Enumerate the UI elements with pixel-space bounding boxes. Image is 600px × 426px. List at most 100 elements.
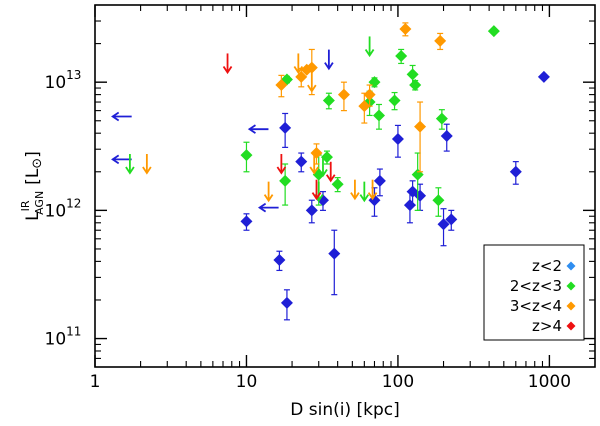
data-point	[437, 218, 450, 231]
left-limit-head	[257, 202, 267, 213]
upper-limit-head	[367, 192, 378, 201]
data-point	[414, 189, 427, 202]
data-point	[395, 50, 408, 63]
data-point	[322, 94, 335, 107]
left-limit-arrow	[111, 111, 132, 122]
upper-limit-arrow	[263, 181, 274, 203]
y-label-sup: IR	[19, 200, 32, 211]
upper-limit-head	[324, 62, 334, 71]
data-point	[240, 149, 253, 162]
data-point	[279, 174, 292, 187]
upper-limit-arrow	[222, 53, 233, 75]
upper-limit-arrow	[307, 72, 317, 93]
data-point	[337, 88, 350, 101]
series-z>4	[222, 53, 336, 201]
legend-marker	[566, 321, 576, 331]
data-point	[509, 165, 522, 178]
data-point	[391, 133, 404, 146]
x-ticks: 1 10 100 1000	[90, 5, 571, 392]
y-label-unit: [L	[23, 168, 43, 185]
y-ticks: 1011 1012 1013	[45, 20, 595, 359]
series-z<2	[111, 49, 550, 321]
left-limit-arrow	[247, 124, 269, 134]
data-point	[275, 79, 288, 92]
upper-limit-head	[364, 48, 375, 58]
data-point	[310, 147, 323, 160]
y-axis-label-text: LIRAGN [L⊙]	[19, 151, 46, 221]
series-2<z<3	[125, 25, 500, 217]
upper-limit-arrow	[311, 179, 322, 201]
data-point	[406, 68, 419, 81]
upper-limit-head	[293, 65, 304, 75]
upper-limit-arrow	[309, 153, 319, 175]
y-label-unit-symbol: ⊙	[30, 158, 45, 169]
upper-limit-arrow	[324, 49, 334, 71]
upper-limit-head	[318, 168, 328, 178]
left-limit-head	[111, 111, 120, 122]
upper-limit-head	[142, 166, 152, 175]
upper-limit-head	[276, 166, 287, 175]
x-tick-label: 100	[382, 372, 414, 392]
upper-limit-arrow	[325, 161, 336, 183]
data-point	[280, 296, 293, 309]
data-point	[279, 121, 292, 134]
upper-limit-head	[222, 65, 233, 75]
left-limit-arrow	[111, 154, 132, 165]
legend-frame	[483, 244, 585, 341]
data-point	[331, 178, 344, 191]
data-point	[305, 61, 318, 74]
data-point	[434, 34, 447, 47]
legend-label: z<2	[532, 257, 562, 275]
x-tick-label: 10	[236, 372, 258, 392]
data-point	[358, 100, 371, 113]
y-label-main: L	[23, 211, 43, 221]
y-tick-label: 1012	[45, 196, 82, 221]
legend-marker	[566, 281, 576, 291]
data-point	[320, 151, 333, 164]
upper-limit-head	[350, 192, 360, 201]
y-tick-label: 1013	[45, 68, 82, 93]
legend-label: 3<z<4	[510, 297, 562, 315]
legend: z<2 2<z<3 3<z<4 z>4	[483, 244, 585, 341]
data-point	[373, 109, 386, 122]
data-layer	[111, 22, 550, 321]
data-point	[399, 22, 412, 35]
data-point	[440, 130, 453, 143]
legend-marker	[566, 301, 576, 311]
legend-label: 2<z<3	[510, 277, 562, 295]
data-point	[409, 79, 422, 92]
upper-limit-head	[311, 192, 322, 201]
data-point	[328, 247, 341, 260]
data-point	[373, 174, 386, 187]
data-point	[363, 88, 376, 101]
upper-limit-arrow	[276, 153, 287, 175]
left-limit-head	[111, 154, 120, 165]
upper-limit-head	[263, 194, 274, 203]
upper-limit-arrow	[142, 153, 152, 175]
upper-limit-arrow	[125, 153, 135, 175]
upper-limit-head	[307, 84, 317, 93]
upper-limit-arrow	[350, 179, 360, 201]
plot-area: 1 10 100 1000 1011 1012 1013	[45, 4, 596, 392]
upper-limit-arrow	[318, 156, 328, 178]
left-limit-head	[247, 124, 256, 134]
x-axis-label: D sin(i) [kpc]	[290, 400, 400, 420]
y-tick-label: 1011	[45, 325, 82, 350]
data-point	[414, 120, 427, 133]
plot-frame	[94, 4, 596, 368]
legend-marker	[566, 261, 576, 271]
upper-limit-head	[325, 174, 336, 183]
data-point	[368, 76, 381, 89]
data-point	[305, 204, 318, 217]
data-point	[487, 25, 500, 38]
upper-limit-arrow	[364, 36, 375, 58]
data-point	[432, 194, 445, 207]
data-point	[435, 112, 448, 125]
data-point	[411, 168, 424, 181]
upper-limit-arrow	[367, 179, 378, 201]
upper-limit-head	[359, 194, 370, 203]
upper-limit-head	[309, 166, 319, 175]
y-label-unit-close: ]	[23, 151, 43, 158]
data-point	[388, 94, 401, 107]
